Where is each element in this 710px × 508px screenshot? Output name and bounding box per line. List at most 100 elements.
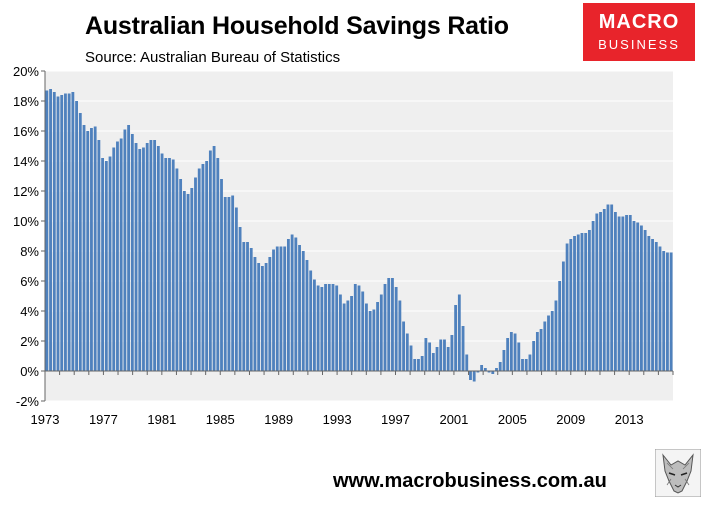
bar [469, 371, 472, 380]
y-tick-label: 16% [13, 124, 39, 139]
bar [168, 158, 171, 371]
bar [301, 251, 305, 371]
bar [554, 300, 558, 371]
bar [428, 342, 432, 371]
bar [82, 125, 86, 371]
bar [394, 287, 398, 371]
bar [625, 215, 628, 371]
bar [476, 371, 480, 373]
bar [116, 141, 119, 371]
bar [49, 89, 52, 371]
bar [231, 195, 235, 371]
bar [662, 251, 666, 371]
y-tick-label: 6% [20, 274, 39, 289]
bar [67, 93, 71, 371]
bar [521, 359, 524, 371]
bar [346, 300, 350, 371]
y-tick-label: 20% [13, 64, 39, 79]
bar [361, 291, 365, 371]
bar [454, 305, 458, 371]
bar [279, 246, 283, 371]
bar [357, 285, 361, 371]
bar [145, 143, 149, 371]
bar [391, 278, 394, 371]
bar [320, 287, 324, 371]
wolf-mascot-icon [655, 449, 701, 497]
bar [201, 164, 205, 371]
website-url[interactable]: www.macrobusiness.com.au [333, 470, 607, 492]
bar [182, 191, 186, 371]
bar [409, 345, 413, 371]
bar [119, 138, 123, 371]
bar [535, 332, 539, 371]
bar [298, 245, 301, 371]
bar [194, 177, 197, 371]
bar [286, 239, 290, 371]
bar [632, 221, 636, 371]
bar [283, 246, 287, 371]
logo-line-macro: MACRO [598, 11, 680, 33]
bar [483, 368, 487, 371]
bar [253, 257, 257, 371]
y-tick-label: 4% [20, 304, 39, 319]
bar [547, 315, 550, 371]
x-tick-label: 1985 [206, 412, 235, 427]
bar [220, 179, 223, 371]
bar [528, 354, 532, 371]
chart-subtitle: Source: Australian Bureau of Statistics [85, 49, 341, 66]
y-tick-label: 10% [13, 214, 39, 229]
bar [636, 222, 640, 371]
bar [339, 294, 342, 371]
x-tick-label: 1977 [89, 412, 118, 427]
bar [602, 209, 606, 371]
bar [658, 246, 662, 371]
x-tick-label: 2005 [498, 412, 527, 427]
bar [450, 335, 454, 371]
bar [272, 249, 275, 371]
bar [595, 213, 599, 371]
bar [93, 126, 97, 371]
y-tick-label: 14% [13, 154, 39, 169]
bar [606, 204, 610, 371]
bar [190, 188, 194, 371]
bar [599, 212, 602, 371]
bar [368, 311, 372, 371]
y-tick-label: 12% [13, 184, 39, 199]
bar [431, 353, 435, 371]
x-tick-label: 2013 [615, 412, 644, 427]
bar [435, 347, 439, 371]
bar [290, 234, 294, 371]
bar [71, 92, 75, 371]
bar [186, 194, 190, 371]
bar [60, 95, 64, 371]
bar [134, 143, 138, 371]
bar [643, 230, 647, 371]
bar [275, 246, 279, 371]
bar [179, 179, 183, 371]
bar [376, 302, 379, 371]
y-tick-label: -2% [16, 394, 40, 409]
bar [640, 225, 643, 371]
y-tick-label: 2% [20, 334, 39, 349]
bar [216, 158, 220, 371]
bar [576, 234, 580, 371]
bar [524, 359, 528, 371]
bar [104, 161, 108, 371]
x-tick-label: 2009 [556, 412, 585, 427]
bar [402, 321, 406, 371]
bar [513, 333, 517, 371]
bar [610, 204, 614, 371]
bar [90, 128, 93, 371]
bar [238, 227, 242, 371]
bar [142, 147, 145, 371]
bar [495, 368, 498, 371]
bar [242, 242, 246, 371]
bar [443, 339, 446, 371]
bar [506, 338, 510, 371]
x-tick-label: 1997 [381, 412, 410, 427]
bar [413, 359, 417, 371]
bar [312, 279, 316, 371]
bar [342, 303, 346, 371]
bar [446, 347, 450, 371]
bar [112, 147, 116, 371]
